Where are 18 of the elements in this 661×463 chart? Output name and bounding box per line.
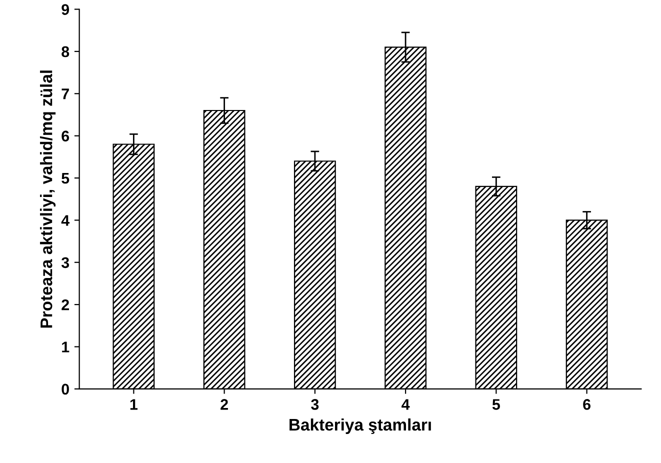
y-tick-label: 6	[62, 130, 70, 142]
y-tick-label: 2	[62, 299, 69, 310]
y-tick-label: 1	[62, 342, 70, 352]
x-tick-label: 3	[311, 399, 319, 410]
y-axis-title: Proteaza aktivliyi, vahid/mq zülal	[40, 70, 56, 328]
y-tick-label: 7	[62, 88, 69, 100]
y-tick-label: 8	[62, 46, 70, 58]
x-axis-title: Bakteriya ştamları	[290, 418, 431, 434]
x-tick-label: 5	[492, 399, 500, 410]
y-tick-label: 5	[62, 173, 70, 184]
x-tick-label: 4	[402, 399, 410, 410]
x-tick-label: 2	[220, 399, 228, 410]
x-tick-label: 1	[130, 399, 138, 410]
x-tick-label: 6	[583, 399, 590, 410]
y-tick-label: 3	[61, 257, 70, 268]
y-tick-label: 9	[62, 4, 70, 15]
y-tick-label: 4	[61, 215, 70, 226]
y-tick-label: 0	[62, 384, 69, 395]
